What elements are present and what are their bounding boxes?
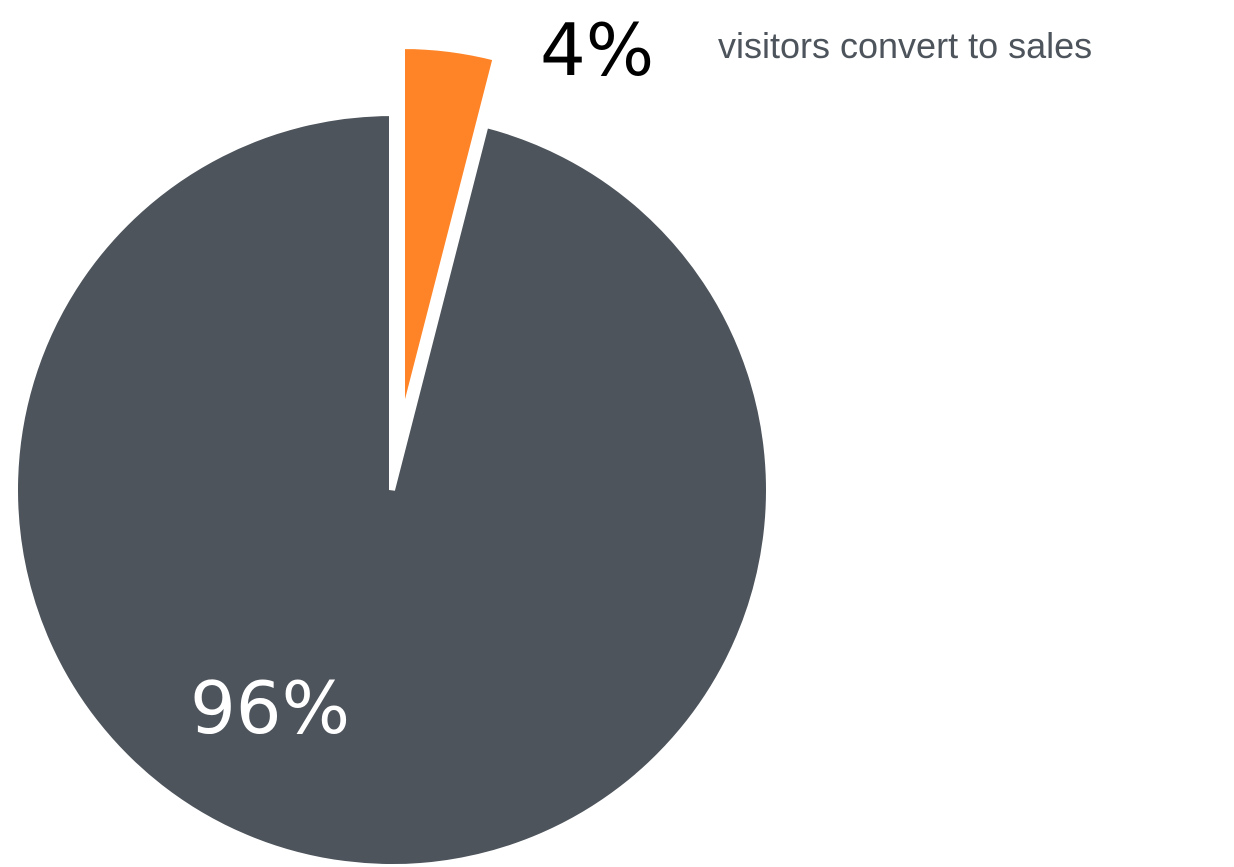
slice-label-non-conversion: 96% [190,666,350,750]
annotation-text: visitors convert to sales [718,25,1092,66]
pie-slice-1 [399,42,500,424]
slice-label-conversion: 4% [540,8,654,92]
pie-slices [12,42,772,867]
pie-slice-2 [12,109,772,867]
